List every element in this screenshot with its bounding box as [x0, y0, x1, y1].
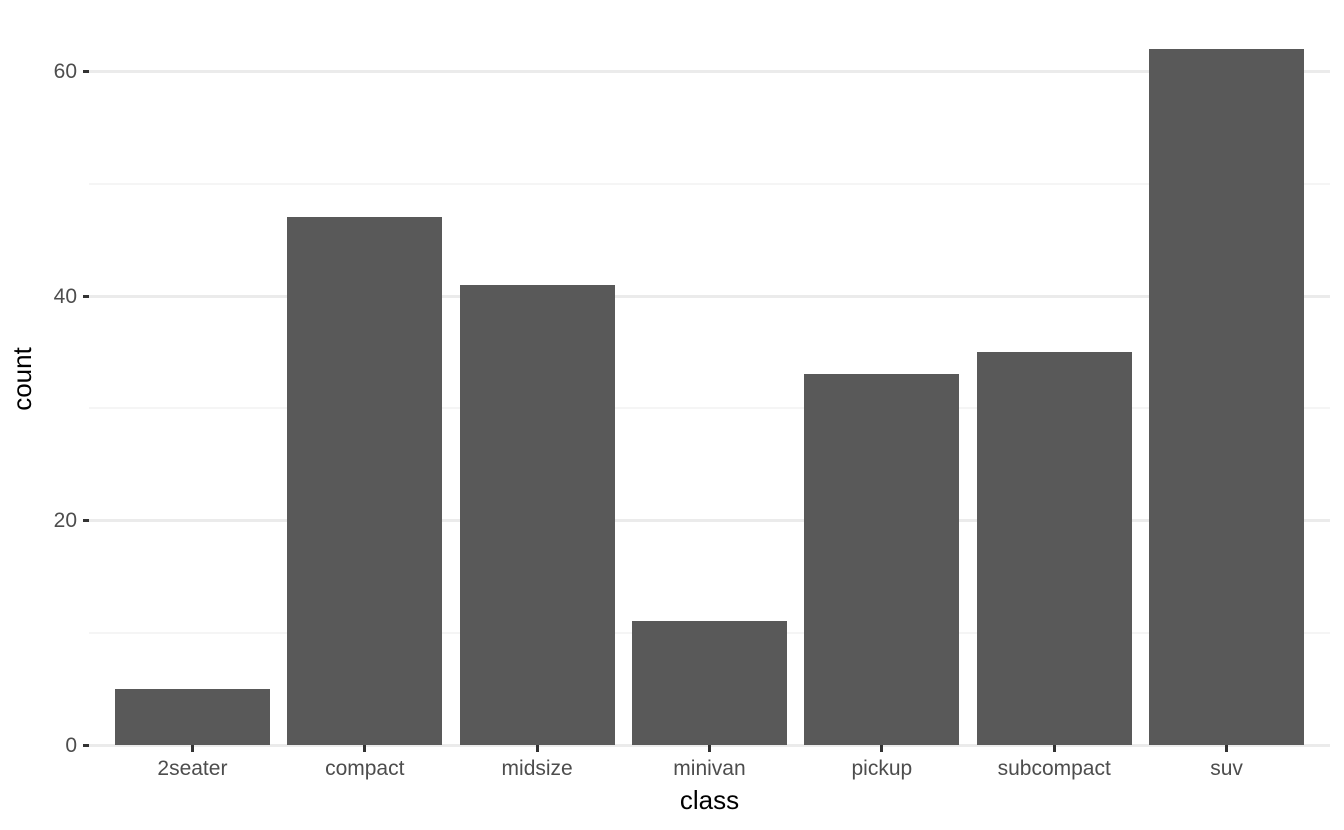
x-tick-mark-minivan	[708, 745, 711, 752]
gridline-major-20	[89, 519, 1330, 523]
y-tick-mark-60	[83, 70, 89, 74]
x-tick-mark-subcompact	[1052, 745, 1056, 752]
x-tick-label-2seater: 2seater	[157, 757, 228, 780]
gridline-minor-30	[89, 407, 1330, 410]
bar-minivan	[631, 621, 788, 745]
gridline-minor-50	[89, 182, 1330, 185]
plot-panel	[89, 14, 1330, 747]
y-axis-title: count	[7, 347, 37, 411]
bar-suv	[1149, 48, 1305, 745]
x-tick-label-subcompact: subcompact	[997, 757, 1111, 780]
x-tick-mark-2seater	[190, 745, 194, 752]
x-axis-title: class	[679, 785, 740, 815]
x-tick-label-suv: suv	[1210, 757, 1243, 780]
bar-pickup	[804, 374, 960, 745]
y-tick-mark-0	[83, 744, 89, 747]
x-tick-label-minivan: minivan	[673, 757, 746, 780]
y-tick-mark-20	[83, 519, 89, 523]
bar-compact	[287, 217, 443, 745]
gridline-major-40	[89, 294, 1330, 298]
bar-subcompact	[976, 351, 1132, 745]
x-tick-mark-compact	[363, 745, 367, 752]
bar-2seater	[114, 688, 270, 745]
x-tick-mark-pickup	[880, 745, 884, 752]
x-tick-label-pickup: pickup	[851, 757, 913, 780]
y-tick-label-40: 40	[53, 284, 77, 308]
y-tick-label-20: 20	[53, 509, 77, 533]
x-tick-mark-suv	[1225, 745, 1229, 752]
x-tick-mark-midsize	[535, 745, 539, 752]
gridline-major-60	[89, 70, 1330, 74]
bar-midsize	[459, 284, 615, 745]
x-tick-label-compact: compact	[325, 757, 405, 780]
y-tick-label-0: 0	[65, 734, 77, 757]
y-tick-mark-40	[83, 294, 89, 298]
y-tick-label-60: 60	[53, 60, 77, 84]
x-tick-label-midsize: midsize	[501, 757, 573, 780]
